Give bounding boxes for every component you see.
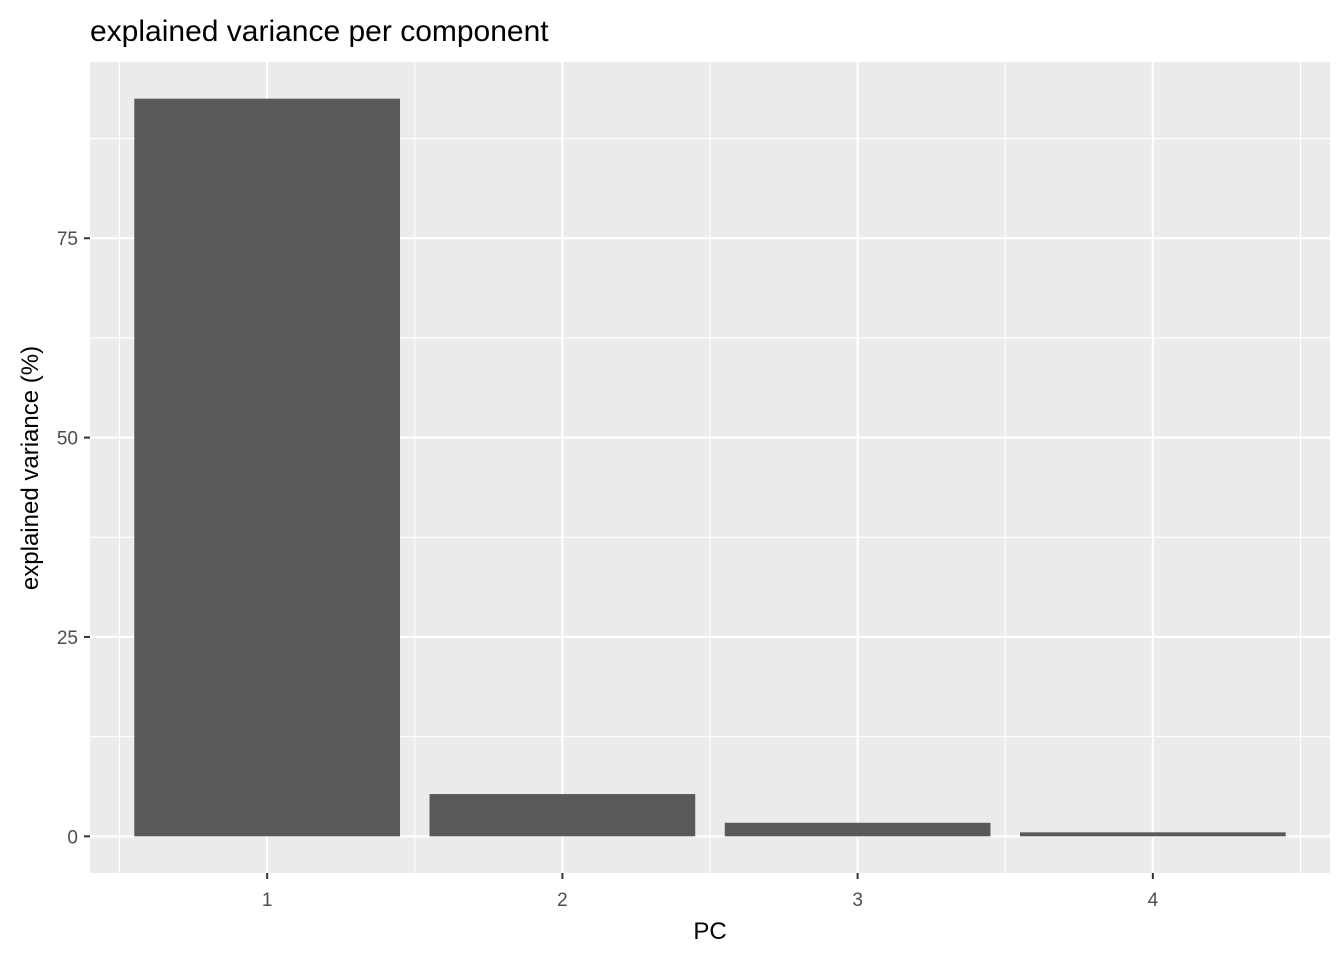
y-tick-label: 75 bbox=[57, 229, 78, 250]
x-axis: 1 2 3 4 bbox=[262, 873, 1159, 911]
x-tick-label: 3 bbox=[852, 890, 863, 911]
x-tick-label: 2 bbox=[557, 890, 568, 911]
bar-pc-2 bbox=[429, 794, 696, 837]
y-tick-label: 25 bbox=[57, 628, 78, 649]
bar-pc-4 bbox=[1020, 832, 1286, 837]
bars bbox=[134, 98, 1286, 837]
y-axis-title: explained variance (%) bbox=[17, 346, 44, 590]
x-axis-title: PC bbox=[693, 918, 726, 945]
bar-pc-3 bbox=[724, 822, 991, 837]
bar-pc-1 bbox=[134, 98, 401, 837]
chart-title: explained variance per component bbox=[90, 15, 549, 48]
y-axis: 0 25 50 75 bbox=[57, 229, 90, 848]
x-tick-label: 4 bbox=[1148, 890, 1159, 911]
x-tick-label: 1 bbox=[262, 890, 273, 911]
y-tick-label: 0 bbox=[67, 827, 78, 848]
y-tick-label: 50 bbox=[57, 429, 78, 450]
